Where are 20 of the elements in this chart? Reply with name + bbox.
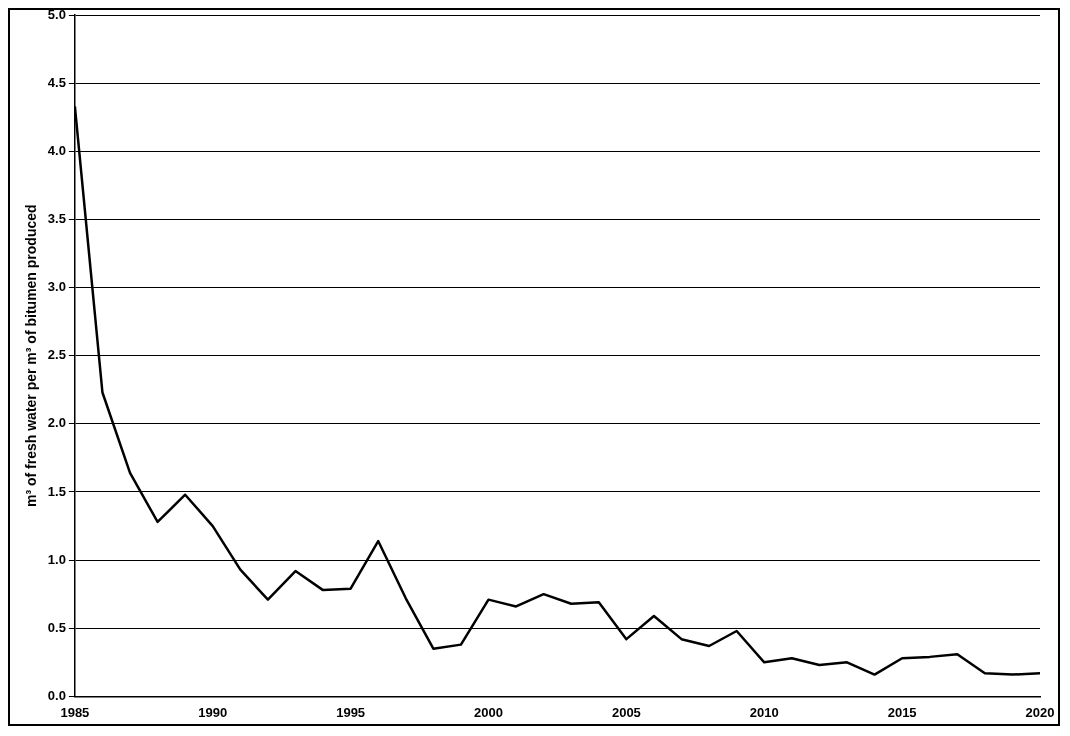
y-tick-label: 2.5 — [47, 347, 66, 363]
x-tick-label: 1985 — [60, 704, 90, 720]
y-tick-label: 1.5 — [47, 483, 66, 499]
x-tick-label: 2010 — [749, 704, 779, 720]
y-tick-label: 5.0 — [47, 6, 66, 22]
x-tick-label: 2005 — [611, 704, 641, 720]
y-tick-label: 4.5 — [47, 74, 66, 90]
y-tick-label: 4.0 — [47, 142, 66, 158]
y-tick-label: 2.0 — [47, 415, 66, 431]
x-tick-label: 1990 — [198, 704, 228, 720]
y-tick-label: 0.0 — [47, 687, 66, 703]
x-tick-label: 2020 — [1025, 704, 1055, 720]
y-axis-title: m³ of fresh water per m³ of bitumen produced — [23, 204, 40, 507]
y-tick-label: 0.5 — [47, 619, 66, 635]
x-tick-label: 1995 — [336, 704, 366, 720]
y-tick-label: 1.0 — [47, 551, 66, 567]
y-tick-label: 3.0 — [47, 279, 66, 295]
x-tick-label: 2000 — [474, 704, 503, 720]
x-tick-label: 2015 — [887, 704, 917, 720]
y-tick-label: 3.5 — [47, 211, 66, 226]
